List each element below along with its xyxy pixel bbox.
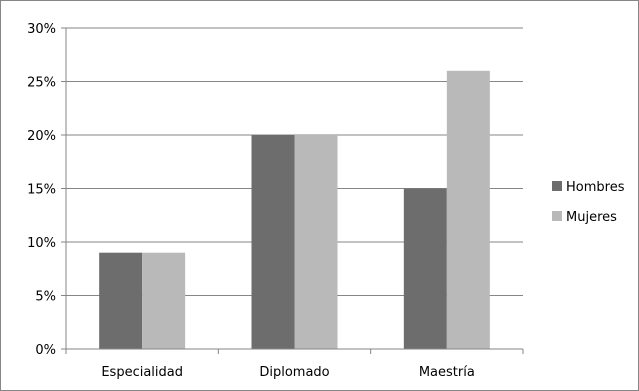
bar-mujeres-1 [294, 135, 338, 349]
legend-label-hombres: Hombres [566, 180, 625, 195]
y-tick-label: 25% [27, 76, 56, 91]
y-tick-label: 10% [27, 236, 56, 251]
legend-swatch-hombres [552, 181, 562, 191]
legend-swatch-mujeres [552, 211, 562, 221]
y-tick-label: 5% [35, 290, 56, 305]
axes [65, 28, 523, 350]
bar-hombres-1 [251, 135, 295, 349]
bars [99, 70, 490, 350]
x-category-label: Diplomado [259, 365, 329, 380]
bar-hombres-2 [403, 188, 447, 349]
bar-mujeres-2 [446, 70, 490, 350]
y-tick-label: 0% [35, 343, 56, 358]
legend: Hombres Mujeres [552, 180, 625, 225]
y-axis-ticks: 0% 5% 10% 15% 20% 25% 30% [27, 22, 66, 358]
y-tick-label: 20% [27, 129, 56, 144]
x-axis-labels: Especialidad Diplomado Maestría [65, 349, 524, 380]
x-category-label: Maestría [419, 365, 475, 380]
y-tick-label: 15% [27, 183, 56, 198]
x-category-label: Especialidad [101, 365, 183, 380]
bar-hombres-0 [99, 252, 143, 349]
legend-label-mujeres: Mujeres [566, 210, 617, 225]
y-tick-label: 30% [27, 22, 56, 37]
bar-mujeres-0 [142, 252, 186, 349]
